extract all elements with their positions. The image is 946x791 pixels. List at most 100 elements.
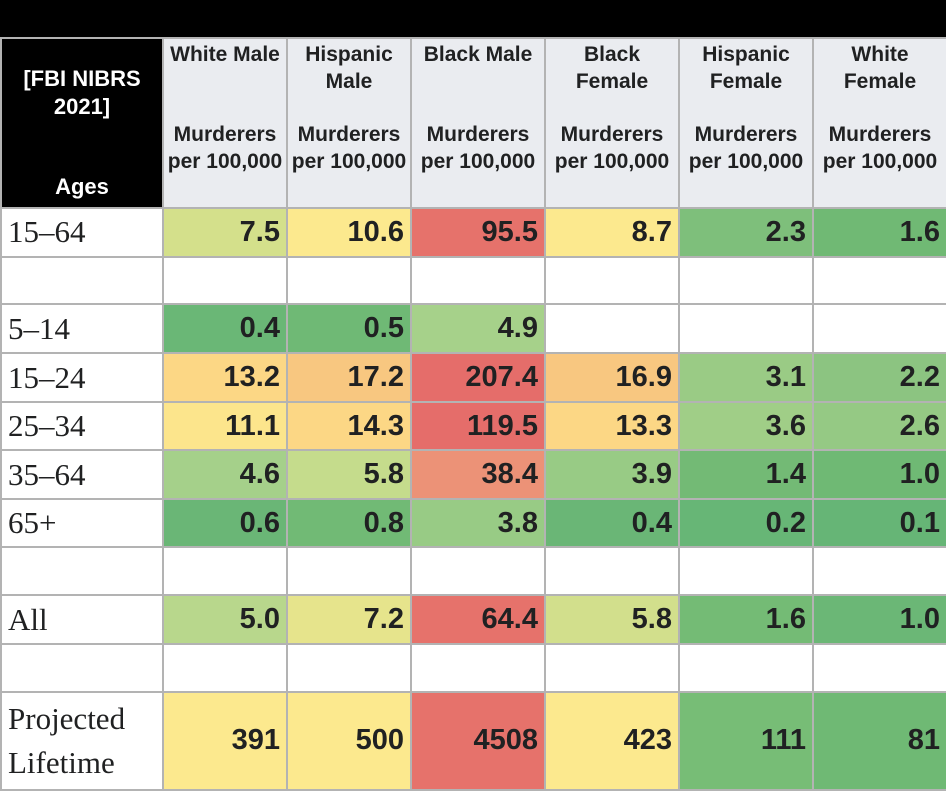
row-label: All <box>0 593 164 646</box>
value-cell: 4.6 <box>162 449 288 500</box>
table-row: 65+ 0.6 0.8 3.8 0.4 0.2 0.1 <box>0 497 946 549</box>
value-cell: 0.5 <box>286 302 412 355</box>
table-row: 5–14 0.4 0.5 4.9 <box>0 302 946 355</box>
metric-label: Murderers per 100,000 <box>291 123 407 173</box>
metric-label: Murderers per 100,000 <box>822 123 938 173</box>
value-cell: 3.8 <box>410 497 546 549</box>
value-cell: 0.8 <box>286 497 412 549</box>
value-cell: 3.6 <box>678 400 814 452</box>
value-cell: 11.1 <box>162 400 288 452</box>
empty-cell <box>678 546 814 596</box>
value-cell: 4.9 <box>410 302 546 355</box>
header-row: [FBI NIBRS 2021] Ages White Male Murdere… <box>0 37 946 209</box>
empty-cell <box>410 255 546 305</box>
value-cell: 1.6 <box>678 593 814 646</box>
metric-label: Murderers per 100,000 <box>554 123 670 173</box>
empty-cell <box>162 255 288 305</box>
row-label: 35–64 <box>0 449 164 500</box>
value-cell: 1.0 <box>812 449 946 500</box>
row-label: 25–34 <box>0 400 164 452</box>
value-cell: 0.4 <box>162 302 288 355</box>
empty-cell <box>162 546 288 596</box>
column-header: Black Male Murderers per 100,000 <box>410 37 546 209</box>
value-cell: 10.6 <box>286 207 412 258</box>
value-cell: 1.0 <box>812 593 946 646</box>
value-cell: 38.4 <box>410 449 546 500</box>
value-cell: 0.6 <box>162 497 288 549</box>
row-label: 15–24 <box>0 352 164 403</box>
column-header: Hispanic Male Murderers per 100,000 <box>286 37 412 209</box>
empty-cell <box>286 546 412 596</box>
empty-cell <box>410 546 546 596</box>
corner-header: [FBI NIBRS 2021] Ages <box>0 37 164 209</box>
empty-cell <box>544 643 680 693</box>
row-label: 5–14 <box>0 302 164 355</box>
table-row: 15–64 7.5 10.6 95.5 8.7 2.3 1.6 <box>0 207 946 258</box>
value-cell: 2.2 <box>812 352 946 403</box>
value-cell: 95.5 <box>410 207 546 258</box>
source-label: [FBI NIBRS 2021] <box>23 66 141 119</box>
row-label: Projected Lifetime <box>0 690 164 791</box>
metric-label: Murderers per 100,000 <box>167 123 283 173</box>
empty-cell <box>812 302 946 355</box>
row-label: 65+ <box>0 497 164 549</box>
value-cell: 17.2 <box>286 352 412 403</box>
value-cell: 14.3 <box>286 400 412 452</box>
table-row: 35–64 4.6 5.8 38.4 3.9 1.4 1.0 <box>0 449 946 500</box>
row-label: 15–64 <box>0 207 164 258</box>
group-label: White Male <box>170 43 280 66</box>
column-header: Hispanic Female Murderers per 100,000 <box>678 37 814 209</box>
value-cell: 1.6 <box>812 207 946 258</box>
ages-label: Ages <box>55 174 109 199</box>
row-label <box>0 255 164 305</box>
empty-cell <box>678 302 814 355</box>
spacer-row <box>0 255 946 305</box>
value-cell: 207.4 <box>410 352 546 403</box>
murder-rate-table: [FBI NIBRS 2021] Ages White Male Murdere… <box>0 37 946 791</box>
value-cell: 64.4 <box>410 593 546 646</box>
group-label: Black Female <box>575 43 649 93</box>
row-label <box>0 643 164 693</box>
empty-cell <box>812 643 946 693</box>
value-cell: 1.4 <box>678 449 814 500</box>
group-label: Black Male <box>423 43 533 66</box>
group-label: White Female <box>843 43 917 93</box>
value-cell: 423 <box>544 690 680 791</box>
value-cell: 0.2 <box>678 497 814 549</box>
value-cell: 13.2 <box>162 352 288 403</box>
value-cell: 5.8 <box>286 449 412 500</box>
value-cell: 5.0 <box>162 593 288 646</box>
group-label: Hispanic Male <box>305 43 393 93</box>
value-cell: 4508 <box>410 690 546 791</box>
column-header: White Male Murderers per 100,000 <box>162 37 288 209</box>
spacer-row <box>0 643 946 693</box>
empty-cell <box>544 255 680 305</box>
value-cell: 2.3 <box>678 207 814 258</box>
empty-cell <box>544 302 680 355</box>
value-cell: 5.8 <box>544 593 680 646</box>
column-header: White Female Murderers per 100,000 <box>812 37 946 209</box>
value-cell: 119.5 <box>410 400 546 452</box>
table-row: Projected Lifetime 391 500 4508 423 111 81 <box>0 690 946 791</box>
spacer-row <box>0 546 946 596</box>
table-row: All 5.0 7.2 64.4 5.8 1.6 1.0 <box>0 593 946 646</box>
empty-cell <box>286 643 412 693</box>
value-cell: 500 <box>286 690 412 791</box>
value-cell: 8.7 <box>544 207 680 258</box>
value-cell: 111 <box>678 690 814 791</box>
value-cell: 391 <box>162 690 288 791</box>
value-cell: 2.6 <box>812 400 946 452</box>
value-cell: 13.3 <box>544 400 680 452</box>
value-cell: 0.4 <box>544 497 680 549</box>
empty-cell <box>544 546 680 596</box>
empty-cell <box>678 643 814 693</box>
metric-label: Murderers per 100,000 <box>688 123 804 173</box>
top-black-bar <box>0 0 946 37</box>
value-cell: 0.1 <box>812 497 946 549</box>
table-row: 25–34 11.1 14.3 119.5 13.3 3.6 2.6 <box>0 400 946 452</box>
group-label: Hispanic Female <box>702 43 790 93</box>
value-cell: 7.2 <box>286 593 412 646</box>
value-cell: 7.5 <box>162 207 288 258</box>
metric-label: Murderers per 100,000 <box>420 123 536 173</box>
